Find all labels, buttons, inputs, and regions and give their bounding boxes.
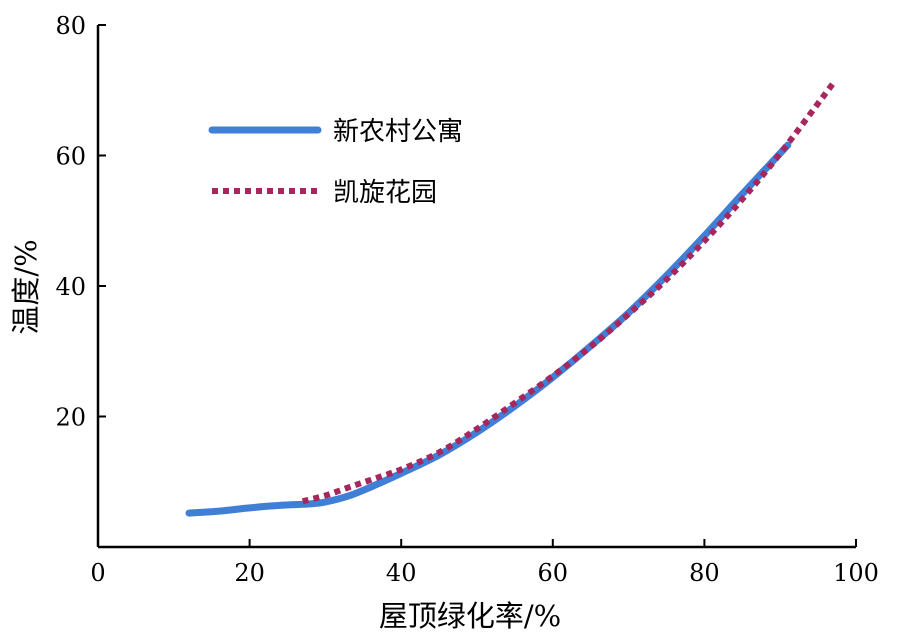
y-tick-label: 80 <box>55 12 86 40</box>
y-tick-label: 20 <box>55 404 86 432</box>
y-axis-title: 温度/% <box>9 239 43 334</box>
x-tick-label: 0 <box>90 559 105 587</box>
axes: 0 20 40 60 80 100 20 40 60 80 <box>55 12 878 587</box>
x-tick-label: 20 <box>234 559 265 587</box>
x-axis-title: 屋顶绿化率/% <box>379 599 561 633</box>
x-tick-label: 100 <box>833 559 879 587</box>
legend-label-2: 凯旋花园 <box>333 178 437 208</box>
x-tick-label: 40 <box>386 559 417 587</box>
series-lines <box>185 81 836 517</box>
legend-label-1: 新农村公寓 <box>333 117 463 147</box>
series-line-1 <box>185 141 792 517</box>
x-tick-label: 60 <box>538 559 569 587</box>
y-tick-label: 40 <box>55 273 86 301</box>
x-tick-label: 80 <box>689 559 720 587</box>
y-tick-label: 60 <box>55 143 86 171</box>
series-line-2 <box>301 81 836 505</box>
